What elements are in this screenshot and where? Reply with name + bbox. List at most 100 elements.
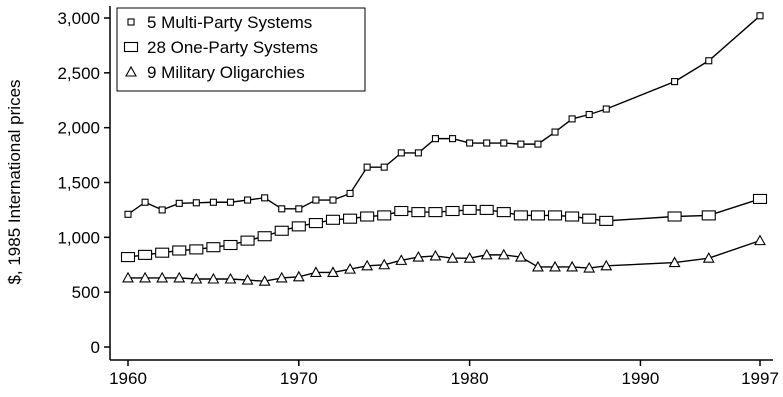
point-marker-square — [483, 139, 491, 147]
point-marker-large-square — [120, 252, 136, 263]
point-marker-square — [329, 196, 337, 204]
point-marker-square — [551, 128, 559, 136]
point-marker-triangle — [429, 249, 442, 261]
point-marker-triangle — [258, 275, 271, 286]
point-marker-triangle — [480, 248, 493, 260]
series-1 — [124, 12, 764, 218]
legend-item: 28 One-Party Systems — [123, 38, 318, 57]
point-marker-large-square — [582, 213, 597, 224]
point-marker-square — [431, 135, 440, 143]
point-marker-square — [158, 206, 166, 214]
point-marker-triangle — [361, 259, 374, 271]
point-marker-square — [397, 149, 405, 157]
point-marker-large-square — [123, 41, 139, 53]
point-marker-large-square — [240, 235, 255, 246]
point-marker-square — [312, 196, 320, 204]
y-tick-label: 2,000 — [57, 119, 100, 138]
series-line — [128, 239, 761, 282]
point-marker-large-square — [701, 210, 716, 221]
legend-item: 9 Military Oligarchies — [125, 63, 305, 82]
point-marker-large-square — [752, 193, 768, 204]
point-marker-square — [261, 194, 269, 202]
point-marker-square — [448, 135, 457, 143]
y-tick-label: 0 — [91, 338, 100, 357]
point-marker-triangle — [156, 271, 169, 283]
ticks: 0 500 1,000 1,500 2,000 2,500 3,000 1960 1970 198… — [57, 9, 778, 388]
point-marker-large-square — [291, 221, 306, 232]
y-tick-label: 1,000 — [57, 228, 100, 247]
series-layer — [120, 12, 768, 286]
point-marker-square — [124, 210, 132, 218]
legend-label: 5 Multi-Party Systems — [147, 13, 312, 32]
point-marker-square — [244, 196, 252, 204]
point-marker-triangle — [668, 256, 681, 268]
point-marker-large-square — [411, 207, 426, 218]
point-marker-large-square — [445, 205, 460, 217]
point-marker-triangle — [327, 266, 339, 277]
point-marker-triangle — [241, 273, 254, 285]
point-marker-large-square — [667, 211, 682, 222]
point-marker-square — [363, 163, 371, 171]
point-marker-large-square — [138, 249, 153, 260]
point-marker-triangle — [207, 272, 220, 284]
point-marker-large-square — [274, 225, 289, 236]
legend: 5 Multi-Party Systems 28 One-Party System… — [116, 7, 366, 92]
point-marker-large-square — [155, 247, 170, 258]
point-marker-large-square — [325, 214, 341, 225]
point-marker-square — [209, 198, 217, 206]
point-marker-square — [141, 198, 149, 206]
point-marker-triangle — [754, 234, 766, 246]
point-marker-triangle — [139, 271, 152, 283]
point-marker-large-square — [599, 215, 614, 226]
point-marker-large-square — [565, 211, 580, 222]
point-marker-triangle — [446, 252, 459, 263]
point-marker-square — [671, 78, 679, 86]
point-marker-square — [192, 199, 200, 207]
legend-box — [116, 7, 366, 92]
point-marker-square — [278, 205, 286, 213]
point-marker-square — [295, 205, 303, 213]
point-marker-square — [602, 105, 610, 113]
series-line — [127, 198, 761, 258]
point-marker-triangle — [344, 263, 356, 274]
point-marker-large-square — [223, 239, 238, 251]
point-marker-large-square — [479, 204, 494, 215]
point-marker-square — [534, 140, 542, 148]
legend-item: 5 Multi-Party Systems — [127, 13, 312, 32]
point-marker-triangle — [395, 254, 408, 265]
point-marker-triangle — [583, 261, 596, 273]
y-tick-label: 3,000 — [57, 9, 100, 28]
point-marker-triangle — [412, 250, 425, 262]
point-marker-square — [466, 139, 474, 147]
point-marker-square — [346, 189, 354, 198]
point-marker-square — [226, 198, 235, 206]
point-marker-triangle — [702, 252, 715, 263]
point-marker-large-square — [377, 210, 392, 221]
y-tick-label: 500 — [72, 283, 100, 302]
series-3 — [122, 234, 766, 286]
point-marker-triangle — [292, 270, 305, 282]
point-marker-square — [414, 149, 422, 157]
x-tick-label: 1980 — [451, 369, 489, 388]
point-marker-square — [705, 57, 713, 65]
point-marker-triangle — [532, 260, 544, 272]
point-marker-square — [175, 199, 183, 207]
point-marker-triangle — [378, 258, 391, 270]
point-marker-triangle — [275, 271, 288, 283]
point-marker-triangle — [309, 266, 322, 277]
point-marker-large-square — [360, 211, 375, 222]
legend-label: 28 One-Party Systems — [147, 38, 318, 57]
point-marker-large-square — [206, 242, 221, 253]
point-marker-triangle — [549, 260, 561, 272]
point-marker-square — [568, 115, 576, 123]
point-marker-square — [585, 110, 593, 119]
point-marker-triangle — [600, 259, 613, 271]
point-marker-large-square — [308, 218, 323, 229]
point-marker-large-square — [462, 204, 477, 215]
legend-label: 9 Military Oligarchies — [147, 63, 305, 82]
point-marker-triangle — [514, 250, 527, 262]
point-marker-square — [380, 163, 388, 171]
point-marker-triangle — [125, 65, 137, 77]
x-tick-label: 1997 — [741, 369, 779, 388]
point-marker-triangle — [497, 248, 510, 260]
